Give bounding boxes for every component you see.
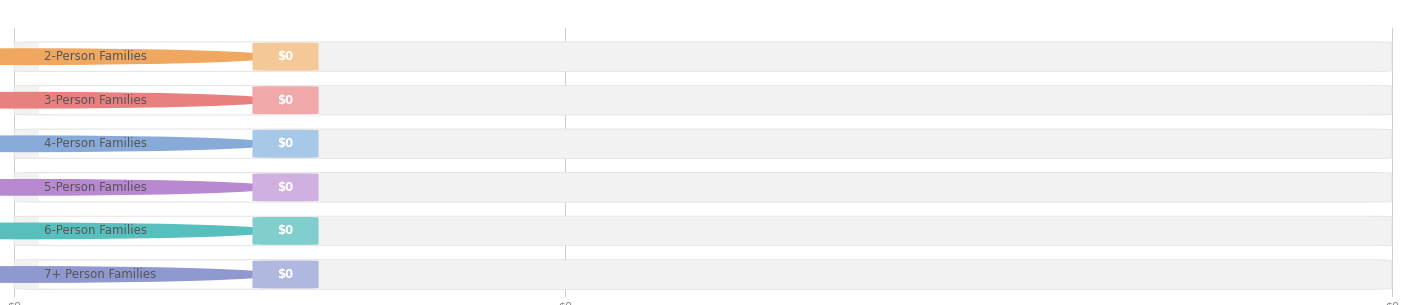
Circle shape (0, 49, 274, 64)
Text: $0: $0 (277, 224, 294, 237)
Text: 5-Person Families: 5-Person Families (45, 181, 148, 194)
FancyBboxPatch shape (253, 130, 319, 158)
FancyBboxPatch shape (39, 130, 284, 158)
Text: $0: $0 (558, 302, 572, 305)
Text: $0: $0 (277, 50, 294, 63)
Text: 3-Person Families: 3-Person Families (45, 94, 148, 107)
Text: 4-Person Families: 4-Person Families (45, 137, 148, 150)
FancyBboxPatch shape (14, 173, 1392, 202)
FancyBboxPatch shape (14, 260, 1392, 289)
Text: $0: $0 (277, 137, 294, 150)
FancyBboxPatch shape (14, 129, 1392, 159)
FancyBboxPatch shape (253, 260, 319, 289)
FancyBboxPatch shape (253, 43, 319, 70)
Text: 6-Person Families: 6-Person Families (45, 224, 148, 237)
Text: $0: $0 (1385, 302, 1399, 305)
Circle shape (0, 92, 274, 108)
FancyBboxPatch shape (14, 216, 1392, 246)
Text: 2-Person Families: 2-Person Families (45, 50, 148, 63)
FancyBboxPatch shape (39, 217, 284, 245)
FancyBboxPatch shape (14, 85, 1392, 115)
FancyBboxPatch shape (14, 42, 1392, 71)
FancyBboxPatch shape (39, 260, 284, 289)
FancyBboxPatch shape (39, 86, 284, 114)
Text: $0: $0 (277, 181, 294, 194)
FancyBboxPatch shape (39, 174, 284, 201)
FancyBboxPatch shape (253, 86, 319, 114)
Circle shape (0, 267, 274, 282)
Circle shape (0, 180, 274, 195)
Circle shape (0, 136, 274, 152)
Circle shape (0, 223, 274, 239)
FancyBboxPatch shape (253, 174, 319, 201)
Text: $0: $0 (277, 94, 294, 107)
Text: $0: $0 (7, 302, 21, 305)
Text: 7+ Person Families: 7+ Person Families (45, 268, 156, 281)
FancyBboxPatch shape (39, 43, 284, 70)
FancyBboxPatch shape (253, 217, 319, 245)
Text: $0: $0 (277, 268, 294, 281)
